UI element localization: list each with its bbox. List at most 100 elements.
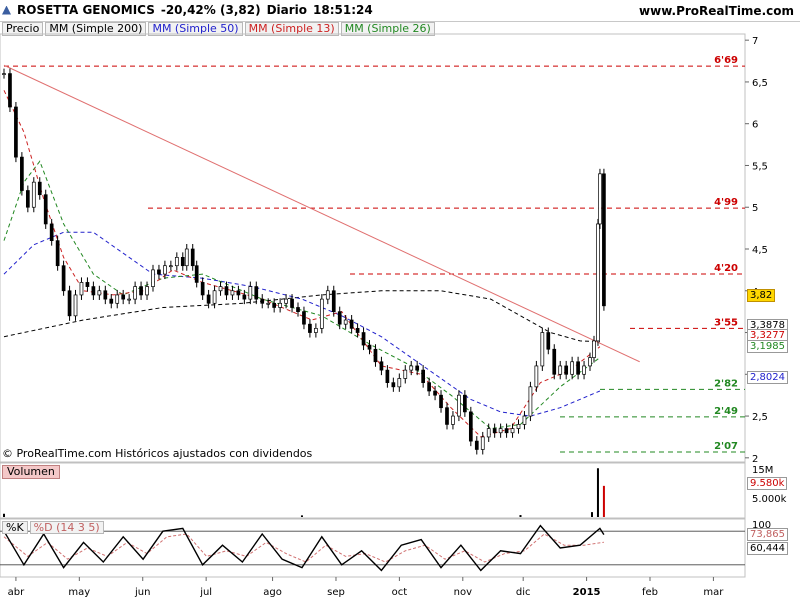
site-url[interactable]: www.ProRealTime.com [639, 4, 794, 18]
candle-body [151, 269, 155, 287]
price-change: -20,42% (3,82) [160, 3, 261, 17]
oscillator-panel-frame [0, 518, 746, 578]
candle-body [121, 294, 126, 300]
volume-panel-label[interactable]: Volumen [2, 465, 60, 479]
candle-body [2, 73, 6, 75]
y-tick-label: 5,5 [752, 161, 768, 172]
candle-body [534, 365, 539, 388]
candle-body [91, 286, 96, 296]
legend-item-0[interactable]: Precio [2, 22, 44, 36]
candle-body [55, 240, 60, 267]
legend-item-3[interactable]: MM (Simple 13) [244, 22, 339, 36]
y-tick-label: 2 [752, 454, 758, 465]
candle-body [212, 290, 217, 304]
candle-body [67, 290, 72, 317]
downtrend-line [3, 64, 640, 363]
legend-item-4[interactable]: MM (Simple 26) [340, 22, 435, 36]
y-tick-label: 5 [752, 203, 758, 214]
candle-body [474, 440, 479, 450]
volume-bar [596, 468, 599, 517]
candle-body [552, 348, 557, 375]
candle-body [409, 365, 414, 371]
candle-body [169, 265, 173, 268]
candle-body [133, 286, 137, 300]
candle-body [427, 382, 431, 392]
x-tick-label: oct [392, 587, 408, 598]
legend-item-2[interactable]: MM (Simple 50) [148, 22, 243, 36]
collapse-icon[interactable] [2, 5, 11, 15]
stoch-d-tag: 60,444 [747, 542, 788, 555]
candle-body [391, 382, 396, 388]
y-tick-label: 2,5 [752, 412, 768, 423]
x-tick-label: ago [263, 587, 282, 598]
chart-header: ROSETTA GENOMICS -20,42% (3,82) Diario 1… [0, 0, 800, 22]
osc-tick-100: 100 [752, 520, 772, 531]
symbol-name[interactable]: ROSETTA GENOMICS [17, 3, 155, 17]
candle-body [254, 286, 259, 300]
candle-body [20, 156, 24, 191]
candle-body [403, 369, 408, 379]
candle-body [260, 298, 265, 304]
candle-body [242, 294, 247, 300]
volume-panel-frame [0, 462, 746, 519]
stoch-d-line [3, 533, 604, 563]
candle-body [103, 290, 108, 300]
candle-body [510, 428, 515, 434]
x-tick-label: may [68, 587, 90, 598]
ma50-tag: 2,8024 [747, 371, 788, 384]
volume-bar [300, 515, 303, 517]
x-tick-label: jul [199, 587, 212, 598]
period-label[interactable]: Diario [266, 3, 308, 17]
candle-body [451, 415, 455, 425]
y-tick-label: 6,5 [752, 78, 768, 89]
candle-body [486, 428, 491, 438]
candle-body [564, 365, 569, 375]
x-tick-label: nov [454, 587, 472, 598]
x-tick-label: 2015 [573, 587, 601, 598]
volume-bar [591, 512, 593, 517]
candle-body [290, 298, 294, 308]
candle-body [248, 286, 253, 300]
candle-body [439, 394, 443, 409]
candle-body [598, 173, 602, 225]
y-tick-label: 7 [752, 36, 758, 47]
candle-body [190, 248, 195, 267]
candle-body [385, 369, 390, 383]
stoch-k-tag: 73,865 [747, 528, 788, 541]
candle-body [272, 302, 277, 308]
level-label: 2'82 [714, 378, 738, 389]
candle-body [284, 298, 288, 304]
candle-body [8, 73, 12, 108]
legend-item-1[interactable]: MM (Simple 200) [45, 22, 147, 36]
candle-body [37, 181, 42, 196]
ma200-line [3, 290, 600, 343]
candle-body [433, 390, 437, 396]
level-label: 2'49 [714, 406, 738, 417]
candle-body [174, 257, 179, 267]
candle-body [397, 378, 402, 388]
candle-body [224, 286, 229, 296]
candle-body [14, 106, 18, 158]
stoch-d-label[interactable]: %D (14 3 5) [29, 521, 104, 534]
level-label: 6'69 [714, 55, 738, 66]
ma13-line [3, 90, 601, 438]
stoch-k-label[interactable]: %K [2, 521, 28, 534]
candle-body [127, 298, 131, 301]
oscillator-header: %K %D (14 3 5) [2, 521, 104, 534]
candle-body [379, 361, 384, 371]
candle-body [308, 323, 312, 333]
candle-body [79, 282, 84, 296]
stoch-k-line [3, 524, 605, 572]
volume-bar [602, 485, 605, 517]
volume-tick-5000k: 5.000k [752, 494, 787, 505]
candle-body [498, 428, 503, 434]
x-tick-label: jun [134, 587, 150, 598]
candle-body [355, 328, 360, 333]
candle-body [85, 282, 90, 287]
candle-body [349, 319, 354, 329]
candle-body [236, 290, 241, 296]
candle-body [596, 223, 600, 342]
candle-body [528, 386, 533, 417]
x-tick-label: feb [642, 587, 658, 598]
